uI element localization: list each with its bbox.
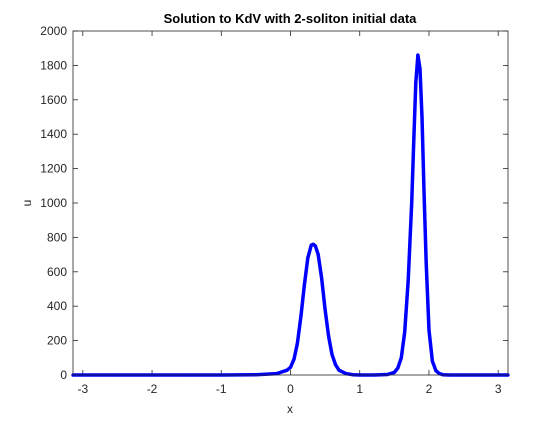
data-point <box>385 372 389 377</box>
data-point <box>288 365 293 369</box>
data-point <box>333 363 338 367</box>
data-point <box>422 192 426 196</box>
data-point <box>412 141 416 145</box>
data-point <box>330 352 334 356</box>
x-tick-label: 3 <box>495 382 502 396</box>
data-point <box>427 328 431 332</box>
x-tick-label: 0 <box>287 382 294 396</box>
data-point <box>414 81 418 85</box>
data-point <box>418 67 422 71</box>
y-axis-label: u <box>20 200 34 207</box>
data-point <box>406 278 410 282</box>
data-point <box>295 341 299 345</box>
data-point <box>430 359 434 363</box>
axes-box <box>72 30 509 376</box>
data-point <box>323 308 327 312</box>
data-point <box>302 284 306 288</box>
y-tick-label: 600 <box>47 265 67 279</box>
x-axis-label: x <box>287 402 293 416</box>
data-point <box>316 253 320 257</box>
data-point <box>396 366 400 370</box>
x-tick-label: 1 <box>356 382 363 396</box>
y-tick-label: 200 <box>47 334 67 348</box>
y-tick-label: 1000 <box>40 196 67 210</box>
plot-area <box>73 31 508 375</box>
data-point <box>275 372 279 376</box>
data-point <box>410 201 414 205</box>
data-point <box>437 372 441 376</box>
y-tick-label: 1200 <box>40 162 67 176</box>
data-point <box>320 277 324 281</box>
data-point <box>434 369 438 373</box>
data-point <box>344 372 348 376</box>
y-tick-label: 1800 <box>40 58 67 72</box>
y-tick-label: 0 <box>60 368 67 382</box>
data-point <box>285 368 289 372</box>
data-point <box>399 356 403 360</box>
x-tick-label: -1 <box>216 382 227 396</box>
data-point <box>403 330 407 334</box>
data-point <box>424 261 428 265</box>
x-tick-label: 2 <box>426 382 433 396</box>
y-tick-label: 1400 <box>40 127 67 141</box>
data-point <box>337 368 341 372</box>
data-point <box>420 115 424 119</box>
ticks-layer: -3 -2 -1 0 1 2 3 0 200 400 600 800 1000 1200 1400 1600 1… <box>40 24 508 396</box>
y-tick-label: 2000 <box>40 24 67 38</box>
y-tick-label: 1600 <box>40 93 67 107</box>
data-point <box>306 256 310 260</box>
data-point <box>299 314 303 319</box>
y-tick-label: 400 <box>47 299 67 313</box>
data-point <box>292 357 296 361</box>
data-point <box>392 370 396 374</box>
chart-title: Solution to KdV with 2-soliton initial d… <box>164 11 418 26</box>
x-tick-label: -3 <box>77 382 88 396</box>
data-point <box>416 53 420 57</box>
data-point <box>327 334 331 338</box>
data-point <box>313 244 317 248</box>
x-tick-label: -2 <box>147 382 158 396</box>
y-tick-label: 800 <box>47 230 67 244</box>
